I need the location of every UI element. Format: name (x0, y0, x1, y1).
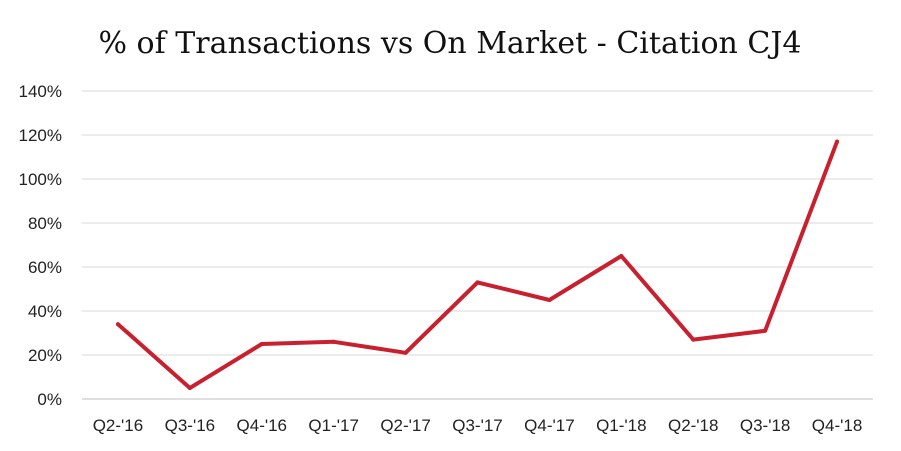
y-tick-label: 80% (28, 214, 62, 233)
y-tick-label: 40% (28, 302, 62, 321)
data-point (403, 350, 408, 355)
data-point (475, 280, 480, 285)
x-tick-label: Q4-'17 (524, 416, 575, 435)
y-axis-ticks: 0% 20% 40% 60% 80% 100% 120% 140% (19, 82, 62, 409)
x-tick-label: Q2-'17 (380, 416, 431, 435)
data-point (835, 139, 840, 144)
x-tick-label: Q4-'16 (237, 416, 288, 435)
x-tick-label: Q4-'18 (812, 416, 863, 435)
x-tick-label: Q2-'18 (668, 416, 719, 435)
x-axis-ticks: Q2-'16 Q3-'16 Q4-'16 Q1-'17 Q2-'17 Q3-'17 Q4-'… (93, 416, 863, 435)
chart-title: % of Transactions vs On Market - Citatio… (99, 26, 802, 61)
data-point (691, 337, 696, 342)
data-point (187, 386, 192, 390)
y-tick-label: 60% (28, 258, 62, 277)
x-tick-label: Q1-'18 (596, 416, 647, 435)
x-tick-label: Q3-'16 (165, 416, 216, 435)
data-point (331, 339, 336, 344)
gridlines (82, 90, 873, 400)
data-point (763, 328, 768, 333)
x-tick-label: Q2-'16 (93, 416, 144, 435)
series-group (115, 139, 840, 390)
data-point (547, 298, 552, 302)
x-tick-label: Q3-'17 (452, 416, 503, 435)
y-tick-label: 0% (37, 390, 62, 409)
data-point (619, 254, 624, 258)
x-tick-label: Q1-'17 (308, 416, 359, 435)
y-tick-label: 20% (28, 346, 62, 365)
data-point (259, 342, 264, 346)
x-tick-label: Q3-'18 (740, 416, 791, 435)
y-tick-label: 140% (19, 82, 62, 101)
y-tick-label: 100% (19, 170, 62, 189)
y-tick-label: 120% (19, 126, 62, 145)
data-point (115, 322, 120, 327)
